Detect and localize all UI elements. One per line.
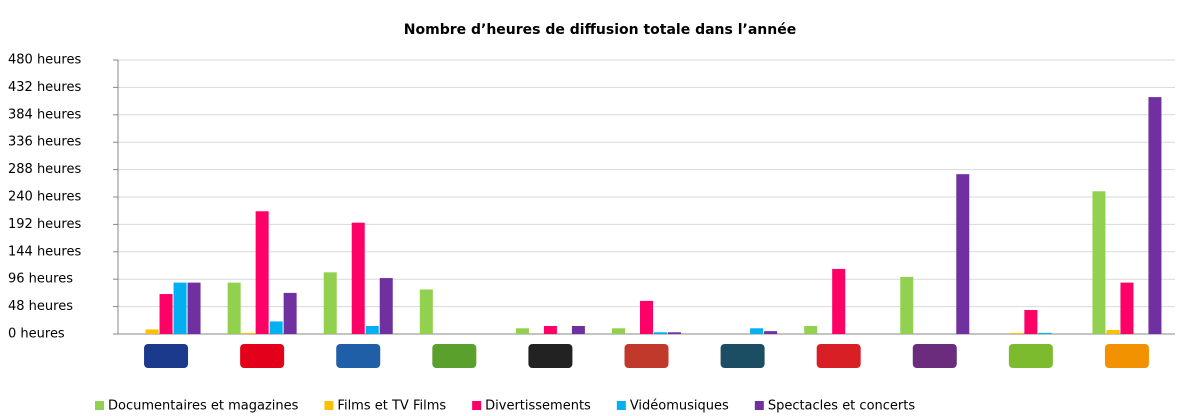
chart-title: Nombre d’heures de diffusion totale dans…	[404, 22, 796, 38]
channel-logo	[816, 344, 861, 368]
bar	[900, 276, 914, 334]
bar	[832, 268, 846, 334]
bar	[187, 282, 201, 334]
bar	[571, 326, 585, 334]
y-tick-label: 240 heures	[8, 190, 81, 205]
legend-label: Divertissements	[485, 399, 591, 414]
bar	[764, 331, 778, 334]
channel-logo	[240, 344, 285, 368]
bar	[241, 332, 255, 334]
channel-logo	[144, 344, 189, 368]
bar	[173, 282, 187, 334]
bar	[159, 294, 173, 334]
bar	[351, 222, 365, 334]
channel-logo	[912, 344, 957, 368]
bar	[750, 328, 764, 334]
channel-logo	[528, 344, 573, 368]
bar	[956, 174, 970, 334]
bar	[227, 282, 241, 334]
y-tick-label: 48 heures	[8, 299, 73, 314]
y-tick-label: 432 heures	[8, 80, 81, 95]
bar	[1120, 282, 1134, 334]
legend-swatch	[754, 401, 764, 410]
bar	[283, 292, 297, 334]
y-tick-label: 0 heures	[8, 327, 65, 342]
bar	[1038, 332, 1052, 334]
channel-logo	[432, 344, 477, 368]
y-tick-label: 480 heures	[8, 53, 81, 68]
bar	[379, 278, 393, 334]
bar	[1024, 310, 1038, 334]
bar	[654, 332, 667, 334]
y-tick-label: 192 heures	[8, 217, 81, 232]
bar	[365, 326, 379, 334]
bar	[804, 326, 818, 334]
bar	[323, 272, 337, 334]
bar	[145, 329, 159, 334]
legend-label: Films et TV Films	[337, 399, 446, 414]
bar	[419, 289, 433, 334]
bar	[1092, 191, 1106, 334]
bar	[1148, 97, 1162, 335]
bar	[640, 300, 653, 334]
channel-logo	[624, 344, 669, 368]
legend-swatch	[616, 401, 626, 410]
bar	[668, 332, 681, 334]
channel-logo	[1104, 344, 1149, 368]
bar	[543, 326, 557, 334]
y-tick-label: 288 heures	[8, 162, 81, 177]
legend-label: Vidéomusiques	[630, 399, 729, 414]
bar	[1010, 332, 1024, 334]
bar	[269, 321, 283, 334]
bar	[255, 211, 269, 334]
bar	[1106, 330, 1120, 334]
y-tick-label: 336 heures	[8, 135, 81, 150]
bar	[515, 328, 529, 334]
legend-swatch	[324, 401, 334, 410]
bar	[612, 328, 625, 334]
legend-swatch	[472, 401, 482, 410]
y-tick-label: 144 heures	[8, 244, 81, 259]
y-tick-label: 384 heures	[8, 107, 81, 122]
channel-logo	[720, 344, 765, 368]
channel-logo	[1008, 344, 1053, 368]
legend-swatch	[95, 401, 104, 410]
channel-logo	[336, 344, 381, 368]
legend-label: Spectacles et concerts	[768, 399, 916, 414]
y-tick-label: 96 heures	[8, 272, 73, 287]
legend-label: Documentaires et magazines	[108, 399, 299, 414]
